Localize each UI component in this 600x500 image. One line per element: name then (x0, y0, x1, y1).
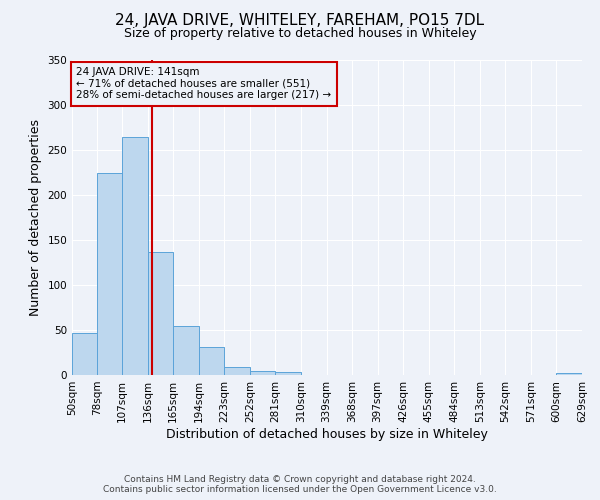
Bar (250, 370, 275, 375)
Bar (173, 326, 199, 375)
Text: 24, JAVA DRIVE, WHITELEY, FAREHAM, PO15 7DL: 24, JAVA DRIVE, WHITELEY, FAREHAM, PO15 … (115, 12, 485, 28)
Text: Contains HM Land Registry data © Crown copyright and database right 2024.
Contai: Contains HM Land Registry data © Crown c… (103, 474, 497, 494)
Y-axis label: Number of detached properties: Number of detached properties (29, 119, 42, 316)
Bar (275, 372, 301, 375)
Bar (224, 367, 250, 375)
Bar (556, 373, 582, 375)
Bar (97, 174, 122, 375)
Text: 24 JAVA DRIVE: 141sqm
← 71% of detached houses are smaller (551)
28% of semi-det: 24 JAVA DRIVE: 141sqm ← 71% of detached … (76, 67, 332, 100)
Bar (122, 136, 148, 375)
X-axis label: Distribution of detached houses by size in Whiteley: Distribution of detached houses by size … (166, 428, 488, 440)
Text: Size of property relative to detached houses in Whiteley: Size of property relative to detached ho… (124, 28, 476, 40)
Bar (72, 332, 97, 375)
Bar (148, 252, 173, 375)
Bar (199, 347, 224, 375)
